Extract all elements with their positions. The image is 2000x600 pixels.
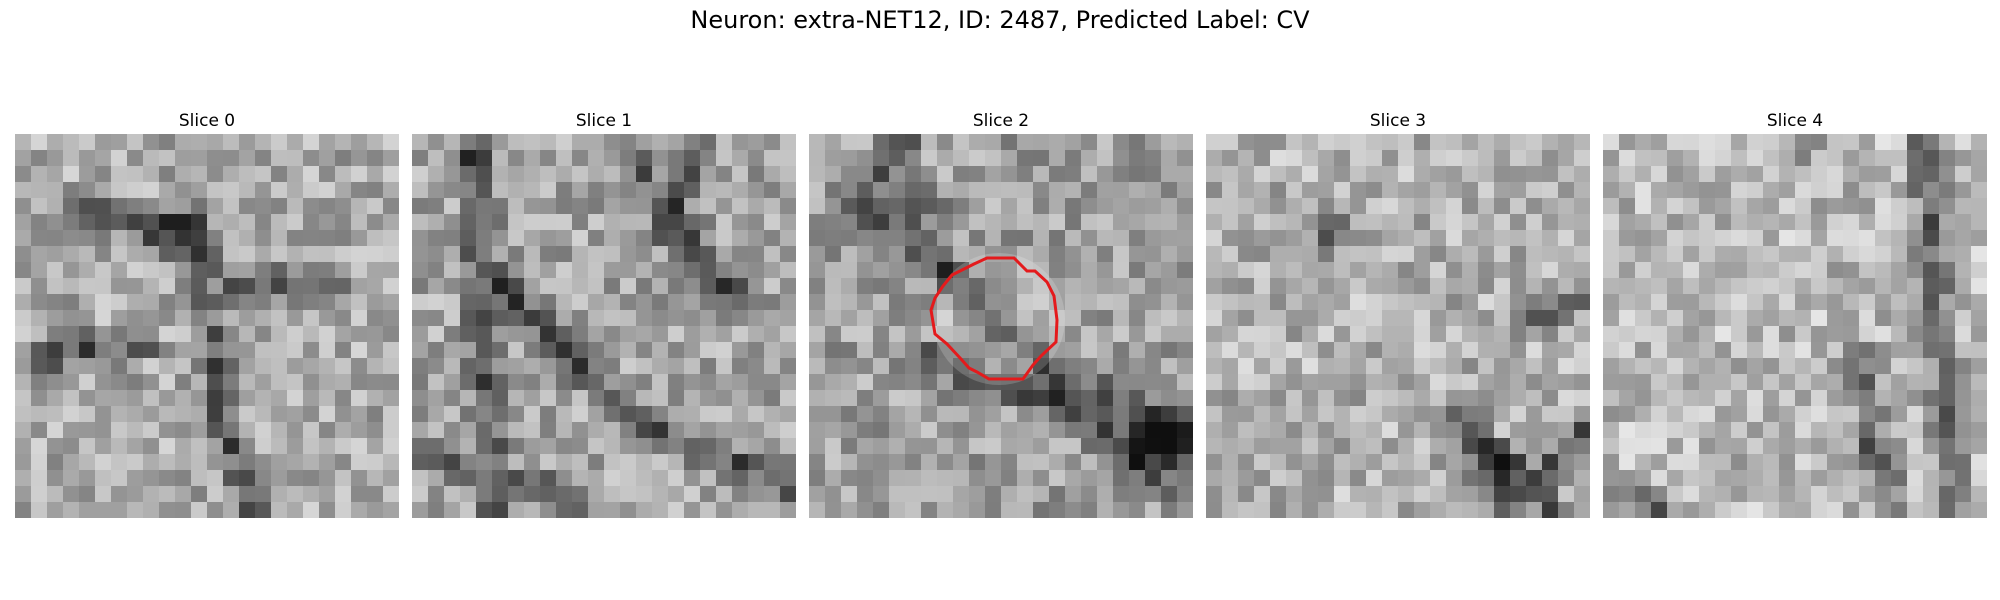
- figure-title: Neuron: extra-NET12, ID: 2487, Predicted…: [690, 6, 1310, 34]
- slice-image-3: [1206, 134, 1590, 518]
- segmentation-contour: [929, 256, 1059, 381]
- slice-title-0: Slice 0: [178, 111, 236, 131]
- slice-title-3: Slice 3: [1369, 111, 1427, 131]
- slice-panel-2: Slice 2: [809, 108, 1193, 518]
- slice-title-1: Slice 1: [575, 111, 633, 131]
- slice-image-2: [809, 134, 1193, 518]
- slice-panel-1: Slice 1: [412, 108, 796, 518]
- slice-title-2: Slice 2: [972, 111, 1030, 131]
- slice-panel-3: Slice 3: [1206, 108, 1590, 518]
- slice-panel-0: Slice 0: [15, 108, 399, 518]
- slice-panel-4: Slice 4: [1603, 108, 1987, 518]
- slice-image-0: [15, 134, 399, 518]
- slice-image-4: [1603, 134, 1987, 518]
- slice-title-4: Slice 4: [1766, 111, 1824, 131]
- slice-image-1: [412, 134, 796, 518]
